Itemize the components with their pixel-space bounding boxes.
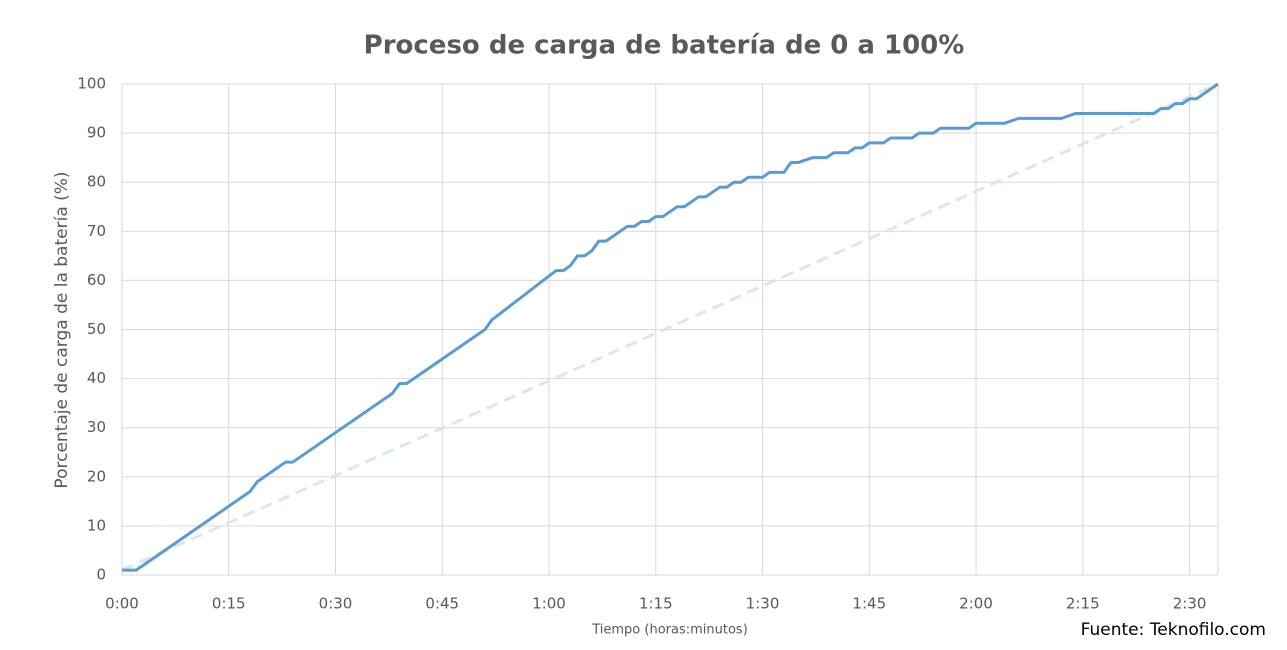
line-series: [121, 82, 1219, 572]
y-tick-label: 70: [87, 222, 106, 240]
x-tick-label: 1:15: [639, 595, 673, 613]
y-tick-label: 40: [87, 369, 106, 387]
line-series: [122, 82, 1219, 572]
y-tick-label: 90: [87, 124, 106, 142]
y-tick-label: 20: [87, 467, 106, 485]
y-tick-label: 50: [87, 320, 106, 338]
chart-title: Proceso de carga de batería de 0 a 100%: [364, 31, 965, 61]
y-axis-label: Porcentaje de carga de la batería (%): [52, 171, 72, 488]
x-tick-label: 1:45: [852, 595, 886, 613]
x-tick-label: 1:30: [746, 595, 780, 613]
y-tick-label: 30: [87, 418, 106, 436]
x-tick-label: 0:30: [319, 595, 353, 613]
x-tick-label: 0:15: [212, 595, 246, 613]
x-tick-label: 1:00: [532, 595, 566, 613]
y-tick-label: 80: [87, 173, 106, 191]
x-tick-label: 2:00: [959, 595, 993, 613]
y-tick-label: 0: [96, 566, 106, 584]
x-tick-label: 2:15: [1066, 595, 1100, 613]
x-tick-label: 0:45: [425, 595, 459, 613]
y-tick-label: 10: [87, 516, 106, 534]
x-tick-label: 2:30: [1173, 595, 1207, 613]
source: Fuente: Teknofilo.com: [1081, 620, 1266, 640]
y-tick-label: 100: [77, 75, 106, 93]
x-axis-label: Tiempo (horas:minutos): [591, 623, 748, 638]
y-tick-label: 60: [87, 271, 106, 289]
x-tick-label: 0:00: [105, 595, 139, 613]
